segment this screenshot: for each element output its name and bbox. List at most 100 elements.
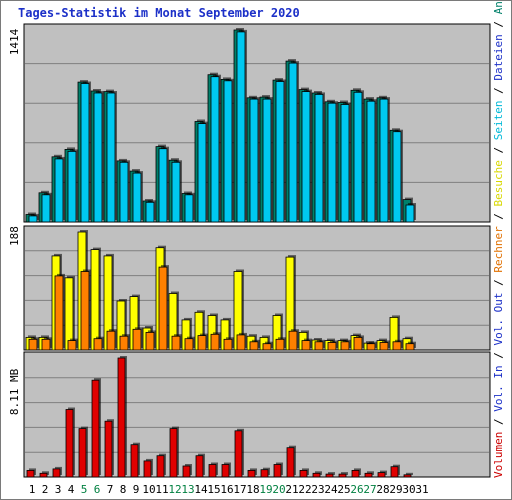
- bar-rechner-day-20: [275, 338, 285, 351]
- legend-segment-3: /: [492, 346, 505, 366]
- chart-title: Tages-Statistik im Monat September 2020: [18, 6, 300, 20]
- x-tick-label-27: 27: [363, 483, 376, 496]
- bar-seiten-day-26: [353, 91, 363, 223]
- bar-rechner-day-10: [145, 331, 155, 351]
- bar-seiten-day-29: [392, 131, 402, 223]
- x-tick-label-28: 28: [376, 483, 389, 496]
- bar-rechner-day-14: [197, 335, 207, 351]
- bar-volumen-day-13: [182, 465, 191, 478]
- bar-volumen-day-18: [247, 469, 256, 478]
- legend-segment-2: Vol. In: [492, 365, 505, 411]
- bar-rechner-day-24: [327, 342, 337, 351]
- bar-seiten-day-18: [249, 98, 259, 223]
- bar-seiten-day-15: [210, 76, 220, 223]
- bar-rechner-day-26: [353, 336, 363, 351]
- x-tick-label-9: 9: [133, 483, 140, 496]
- legend-segment-14: Anfragen: [492, 0, 505, 14]
- bar-rechner-day-22: [301, 340, 311, 351]
- bar-volumen-day-26: [351, 469, 360, 478]
- bar-volumen-day-24: [325, 473, 334, 478]
- bar-seiten-day-5: [80, 83, 90, 223]
- bar-rechner-day-25: [340, 341, 350, 351]
- bar-volumen-day-3: [52, 468, 61, 478]
- bar-seiten-day-20: [275, 81, 285, 223]
- bar-seiten-day-16: [223, 80, 233, 223]
- x-tick-label-15: 15: [207, 483, 220, 496]
- bar-seiten-day-7: [106, 92, 116, 223]
- bar-volumen-day-23: [312, 472, 321, 478]
- bar-seiten-day-4: [67, 150, 77, 223]
- bar-volumen-day-29: [390, 466, 399, 478]
- legend-segment-6: Rechner: [492, 226, 505, 273]
- x-tick-label-22: 22: [298, 483, 311, 496]
- bar-rechner-day-19: [262, 343, 272, 351]
- legend-segment-12: Dateien: [492, 34, 505, 80]
- legend-segment-8: Besuche: [492, 160, 505, 206]
- x-tick-label-10: 10: [142, 483, 155, 496]
- bar-seiten-day-19: [262, 98, 272, 223]
- bar-rechner-day-8: [119, 335, 129, 351]
- bar-rechner-day-12: [171, 335, 181, 351]
- bar-volumen-day-16: [221, 464, 230, 478]
- bar-volumen-day-9: [130, 444, 139, 478]
- bar-rechner-day-15: [210, 333, 220, 351]
- x-tick-label-30: 30: [402, 483, 415, 496]
- bar-rechner-day-9: [132, 328, 142, 351]
- bar-rechner-day-27: [366, 343, 376, 351]
- legend-segment-13: /: [492, 14, 505, 34]
- x-tick-label-6: 6: [94, 483, 101, 496]
- bar-volumen-day-10: [143, 460, 152, 478]
- bar-volumen-day-12: [169, 428, 178, 478]
- bar-seiten-day-2: [41, 194, 51, 223]
- bar-rechner-day-30: [405, 343, 415, 351]
- x-tick-label-20: 20: [272, 483, 285, 496]
- x-tick-label-17: 17: [233, 483, 246, 496]
- x-tick-label-31: 31: [415, 483, 428, 496]
- bar-rechner-day-18: [249, 341, 259, 351]
- x-tick-label-24: 24: [324, 483, 338, 496]
- x-tick-label-29: 29: [389, 483, 402, 496]
- bar-volumen-day-8: [117, 357, 126, 478]
- bar-seiten-day-30: [405, 204, 415, 223]
- bar-volumen-day-30-shadow: [406, 472, 413, 476]
- bar-seiten-day-1: [28, 215, 38, 223]
- x-tick-label-16: 16: [220, 483, 233, 496]
- bar-seiten-day-10: [145, 201, 155, 223]
- x-tick-label-4: 4: [68, 483, 75, 496]
- bar-rechner-day-16: [223, 338, 233, 351]
- bar-seiten-day-13: [184, 194, 194, 223]
- bar-rechner-day-2: [41, 338, 51, 351]
- bar-volumen-day-28: [377, 472, 386, 478]
- plot-area-1: [23, 225, 491, 351]
- x-tick-label-11: 11: [155, 483, 168, 496]
- x-tick-label-23: 23: [311, 483, 324, 496]
- bar-rechner-day-28: [379, 342, 389, 351]
- bar-rechner-day-6: [93, 338, 103, 351]
- bar-volumen-day-17: [234, 430, 243, 478]
- x-tick-label-21: 21: [285, 483, 298, 496]
- bar-rechner-day-17: [236, 334, 246, 351]
- x-tick-label-18: 18: [246, 483, 259, 496]
- bar-seiten-day-27: [366, 100, 376, 223]
- bar-seiten-day-25: [340, 104, 350, 223]
- bar-volumen-day-24-shadow: [328, 472, 335, 476]
- bar-seiten-day-24: [327, 102, 337, 223]
- legend-segment-11: /: [492, 81, 505, 101]
- bar-volumen-day-21: [286, 447, 295, 478]
- bar-volumen-day-25-shadow: [341, 472, 348, 476]
- bar-volumen-day-14: [195, 455, 204, 478]
- bar-rechner-day-13: [184, 338, 194, 351]
- y-max-label-0: 1414: [8, 28, 21, 55]
- bar-rechner-day-4: [67, 340, 77, 351]
- bar-seiten-day-21: [288, 62, 298, 223]
- x-tick-label-3: 3: [55, 483, 62, 496]
- bar-seiten-day-12: [171, 161, 181, 223]
- bar-rechner-day-1: [28, 338, 38, 351]
- bar-seiten-day-14: [197, 123, 207, 223]
- bar-seiten-day-8: [119, 161, 129, 223]
- bar-volumen-day-4: [65, 409, 74, 478]
- legend-segment-9: /: [492, 140, 505, 160]
- x-tick-label-1: 1: [29, 483, 36, 496]
- x-tick-label-12: 12: [168, 483, 181, 496]
- bar-rechner-day-21: [288, 330, 298, 351]
